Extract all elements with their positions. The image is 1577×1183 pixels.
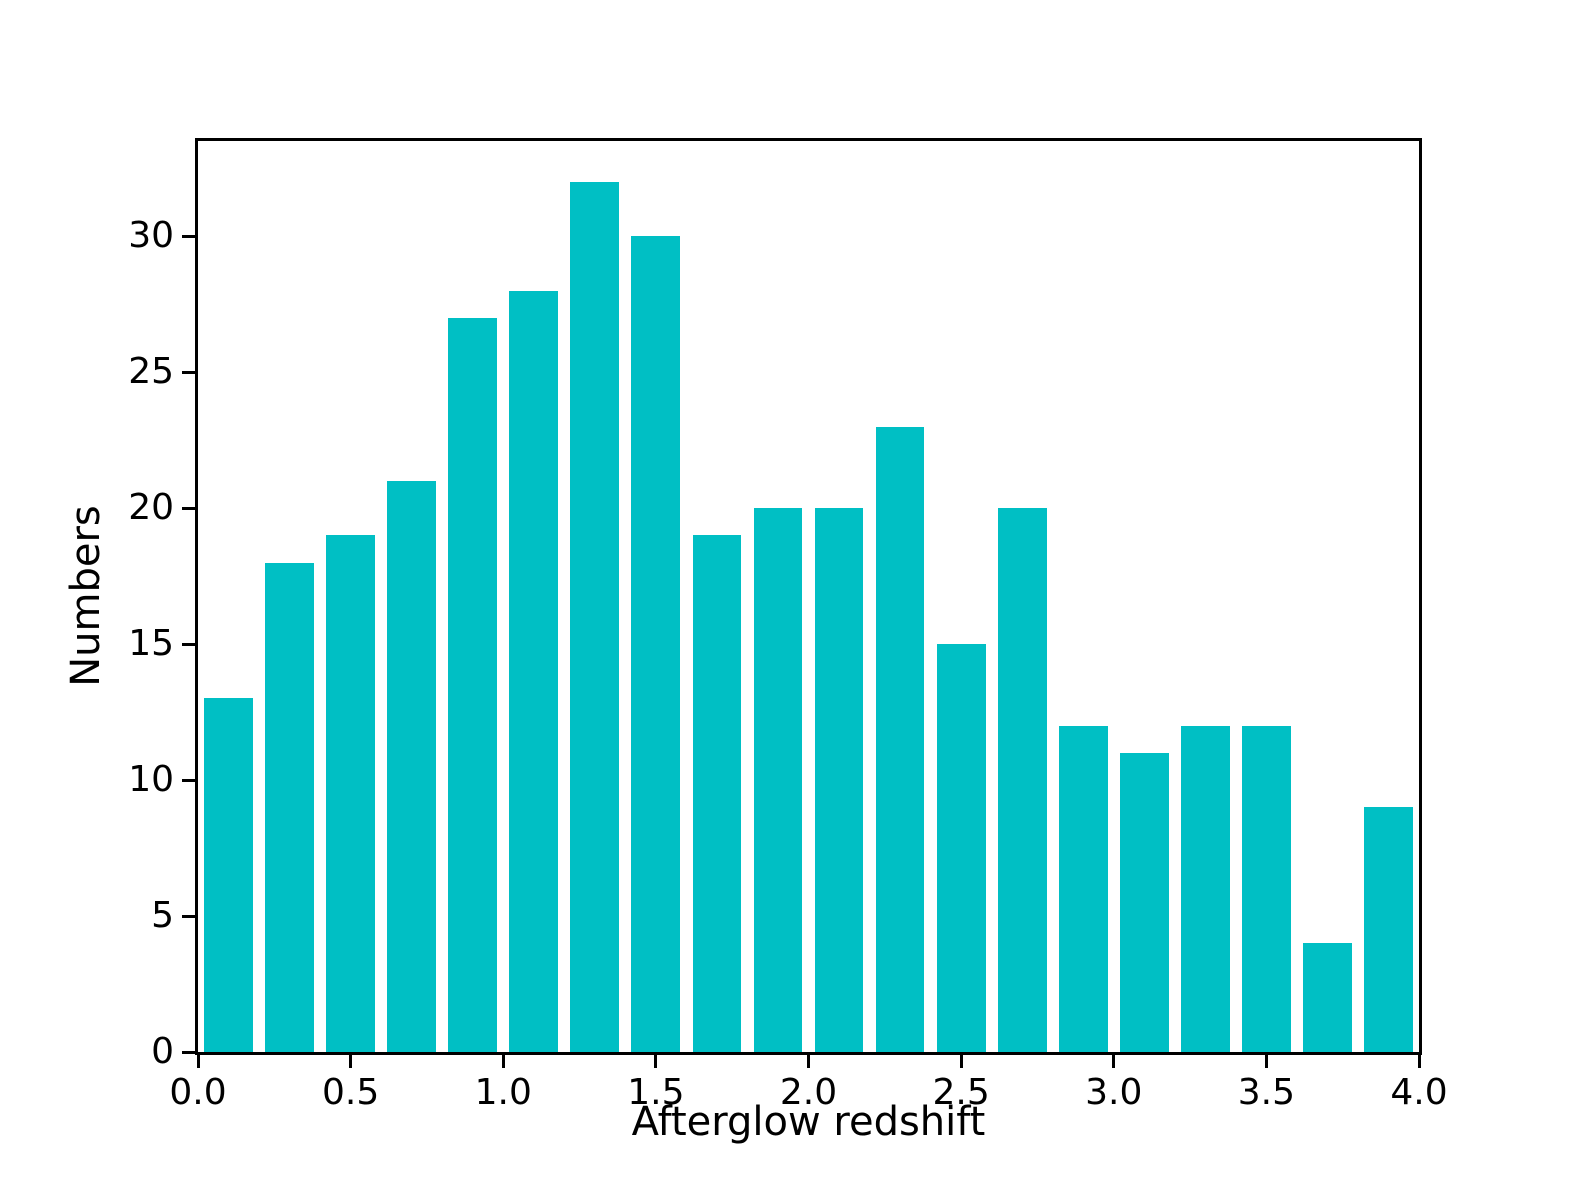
histogram-bar: [265, 562, 314, 1052]
y-axis-tick-label: 20: [128, 487, 174, 529]
x-axis-tick: [959, 1055, 963, 1068]
x-axis-tick: [654, 1055, 658, 1068]
x-axis-tick-label: 1.0: [474, 1072, 532, 1113]
x-axis-tick-label: 4.0: [1390, 1072, 1448, 1113]
x-axis-tick-label: 3.5: [1237, 1072, 1295, 1113]
x-axis-tick-label: 3.0: [1085, 1072, 1143, 1113]
histogram-bar: [1180, 725, 1230, 1052]
histogram-bar: [753, 508, 803, 1052]
y-axis-tick-label: 30: [128, 215, 174, 257]
plot-frame: [195, 138, 1422, 1055]
plot-area: [198, 141, 1419, 1052]
histogram-bar: [387, 480, 437, 1052]
y-axis-tick: [182, 1050, 195, 1054]
x-axis-tick: [349, 1055, 353, 1068]
y-axis-tick: [182, 234, 195, 238]
y-axis-tick: [182, 914, 195, 918]
x-axis-tick: [1264, 1055, 1268, 1068]
x-axis-tick-label: 1.5: [627, 1072, 685, 1113]
y-axis-tick-label: 0: [151, 1031, 174, 1072]
x-axis-tick: [501, 1055, 505, 1068]
histogram-bar: [1364, 807, 1413, 1052]
y-axis-tick-label: 5: [151, 895, 174, 937]
histogram-bar: [1303, 943, 1352, 1052]
histogram-bar: [326, 535, 376, 1052]
x-axis-tick-label: 2.5: [932, 1072, 990, 1113]
y-axis-tick-label: 25: [128, 351, 174, 393]
x-axis-tick: [1417, 1055, 1421, 1068]
histogram-bar: [875, 426, 925, 1052]
y-axis-tick-label: 15: [128, 623, 174, 665]
y-axis-tick: [182, 506, 195, 510]
histogram-bar: [1119, 752, 1169, 1052]
histogram-bar: [570, 181, 620, 1052]
y-axis-tick: [182, 642, 195, 646]
histogram-bar: [936, 644, 986, 1052]
x-axis-tick: [196, 1055, 200, 1068]
histogram-bar: [631, 236, 681, 1052]
histogram-bar: [1241, 725, 1291, 1052]
x-axis-tick: [807, 1055, 810, 1068]
y-axis-tick: [182, 370, 195, 374]
x-axis-tick-label: 0.0: [169, 1072, 227, 1113]
histogram-bar: [692, 535, 742, 1052]
y-axis-tick: [182, 778, 195, 782]
histogram-bar: [814, 508, 864, 1052]
x-axis-tick-label: 2.0: [779, 1072, 838, 1113]
x-axis-label: Afterglow redshift: [631, 1099, 986, 1145]
histogram-bar: [1058, 725, 1108, 1052]
y-axis-tick-label: 10: [128, 759, 174, 801]
histogram-bar: [509, 290, 559, 1052]
histogram-bar: [448, 317, 498, 1052]
x-axis-tick-label: 0.5: [321, 1072, 380, 1113]
x-axis-tick: [1112, 1055, 1116, 1068]
histogram-bar: [997, 508, 1047, 1052]
histogram-bar: [204, 698, 253, 1052]
